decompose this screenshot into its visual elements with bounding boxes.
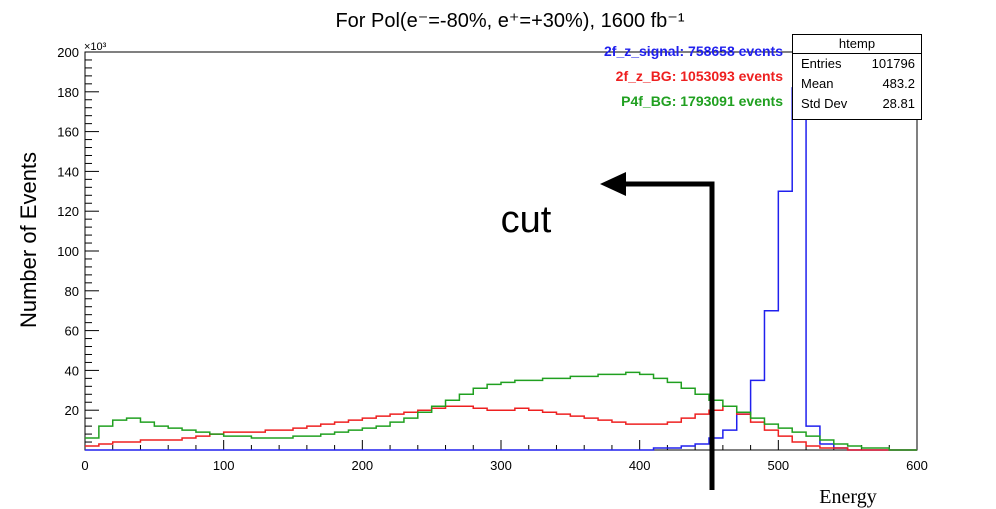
- y-multiplier-label: ×10³: [84, 41, 107, 53]
- series-line-2: [85, 371, 917, 451]
- y-tick-label: 80: [65, 284, 79, 299]
- stats-value-entries: 101796: [871, 56, 915, 71]
- x-tick-label: 0: [81, 458, 88, 473]
- y-tick-label: 140: [57, 164, 79, 179]
- x-tick-label: 400: [629, 458, 651, 473]
- x-tick-label: 300: [490, 458, 512, 473]
- stats-label-stddev: Std Dev: [801, 96, 848, 111]
- series-line-0: [85, 87, 917, 451]
- y-tick-label: 60: [65, 324, 79, 339]
- x-tick-label: 100: [213, 458, 235, 473]
- x-tick-label: 200: [351, 458, 373, 473]
- stats-label-mean: Mean: [801, 76, 834, 91]
- stats-value-mean: 483.2: [882, 76, 915, 91]
- series-line-1: [85, 405, 917, 451]
- y-tick-label: 20: [65, 403, 79, 418]
- x-tick-label: 600: [906, 458, 928, 473]
- legend-entry-0: 2f_z_signal: 758658 events: [604, 43, 783, 59]
- cut-arrow-head: [600, 172, 626, 196]
- y-tick-label: 180: [57, 85, 79, 100]
- stats-box: htemp Entries 101796 Mean 483.2 Std Dev …: [792, 34, 922, 120]
- stats-row-mean: Mean 483.2: [793, 74, 921, 94]
- stats-row-stddev: Std Dev 28.81: [793, 94, 921, 114]
- y-axis-label: Number of Events: [16, 152, 41, 328]
- y-tick-label: 200: [57, 45, 79, 60]
- y-tick-label: 120: [57, 204, 79, 219]
- stats-label-entries: Entries: [801, 56, 842, 71]
- stats-row-entries: Entries 101796: [793, 54, 921, 74]
- cut-arrow-line: [622, 181, 715, 490]
- x-axis-label: Energy: [819, 486, 876, 508]
- stats-title: htemp: [793, 35, 921, 54]
- y-tick-label: 40: [65, 363, 79, 378]
- y-tick-label: 160: [57, 125, 79, 140]
- cut-annotation: cut: [501, 199, 552, 241]
- chart-title: For Pol(e⁻=-80%, e⁺=+30%), 1600 fb⁻¹: [335, 10, 684, 32]
- y-tick-label: 100: [57, 244, 79, 259]
- legend-entry-1: 2f_z_BG: 1053093 events: [616, 68, 784, 84]
- stats-value-stddev: 28.81: [882, 96, 915, 111]
- legend-entry-2: P4f_BG: 1793091 events: [621, 93, 783, 109]
- x-tick-label: 500: [767, 458, 789, 473]
